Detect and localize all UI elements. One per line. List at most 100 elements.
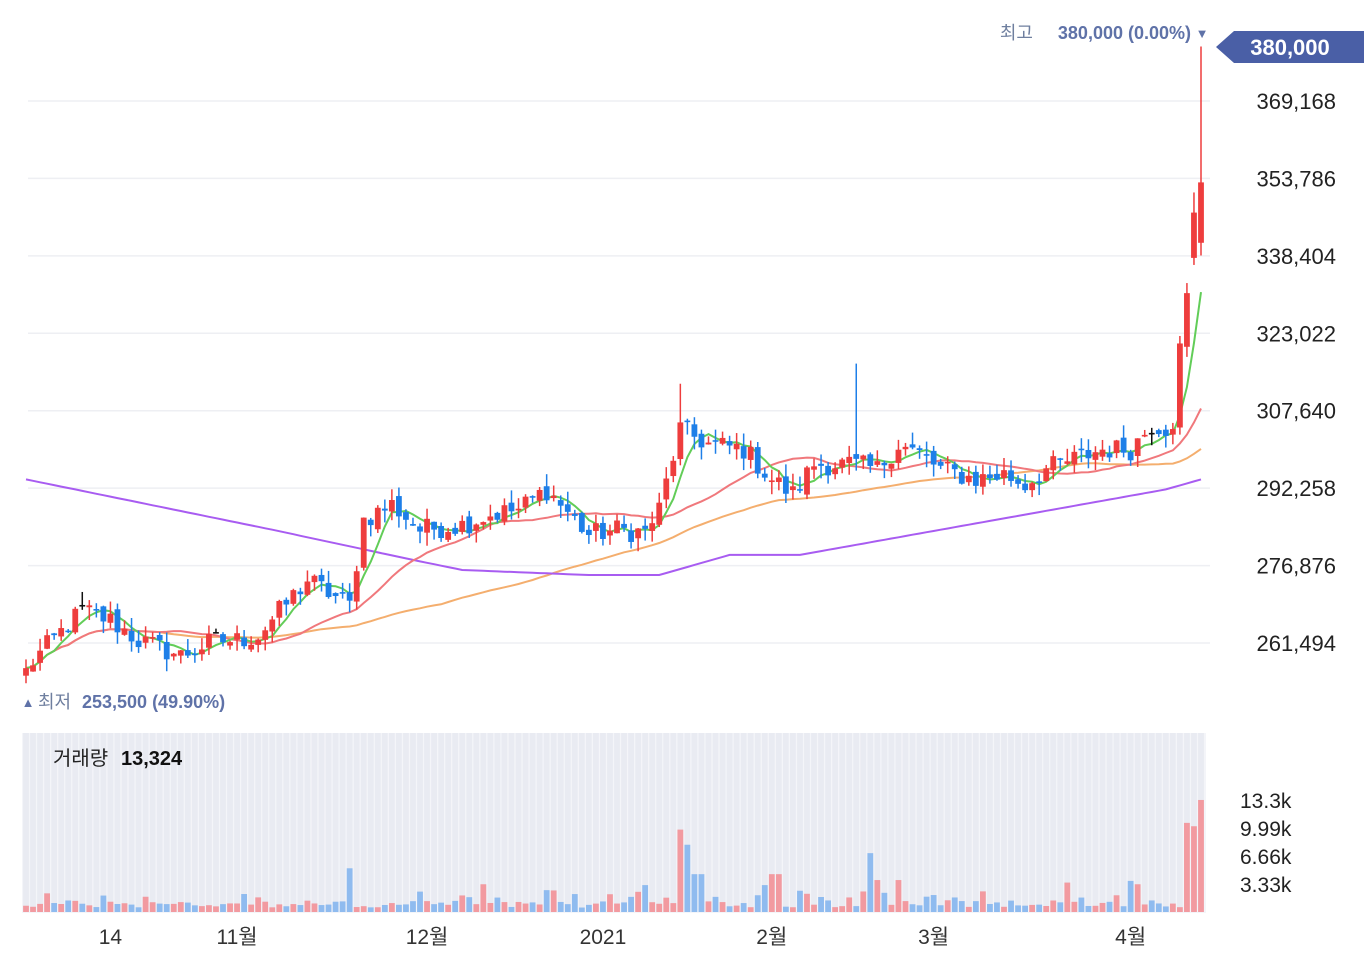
candle: [550, 485, 557, 502]
volume-bar: [825, 900, 831, 912]
candle: [325, 570, 332, 599]
volume-bar: [339, 901, 346, 912]
candle: [522, 494, 529, 514]
price-tick-label: 276,876: [1256, 554, 1336, 579]
volume-bar: [445, 904, 452, 912]
volume-bar: [797, 890, 803, 912]
volume-bar: [994, 902, 1000, 912]
volume-bar: [628, 896, 634, 912]
x-tick-label: 2월: [756, 926, 787, 949]
candle: [782, 464, 789, 504]
x-tick-label: 14: [99, 926, 123, 949]
candle: [607, 524, 613, 545]
volume-bar: [156, 903, 163, 912]
candle: [339, 582, 346, 599]
candle: [768, 469, 775, 495]
volume-bar: [958, 901, 965, 912]
volume-bar: [635, 891, 642, 912]
candle: [571, 509, 578, 521]
candle: [635, 528, 642, 552]
high-marker-label: 최고: [1000, 23, 1033, 43]
candle: [1036, 473, 1043, 496]
candle: [916, 445, 923, 459]
candle: [677, 383, 684, 466]
x-axis[interactable]: 14 11월 12월 2021 2월 3월 4월: [99, 926, 1146, 949]
volume-bar: [782, 906, 789, 912]
volume-bar: [951, 897, 958, 912]
candle: [508, 490, 515, 520]
x-tick-label: 3월: [918, 926, 949, 949]
volume-bar: [128, 904, 135, 912]
candle: [726, 435, 733, 455]
candle: [593, 514, 599, 542]
volume-bar: [529, 902, 536, 912]
candle: [761, 468, 768, 482]
high-marker-value: 380,000 (0.00%): [1058, 23, 1191, 43]
candle: [79, 591, 86, 610]
candle: [656, 492, 663, 528]
candle: [473, 523, 480, 543]
volume-axis: 13.3k 9.99k 6.66k 3.33k: [1240, 790, 1292, 897]
high-marker-arrow: ▼: [1196, 26, 1209, 41]
candle: [515, 498, 522, 519]
candle: [93, 603, 100, 618]
candle: [466, 510, 473, 538]
candle: [663, 467, 670, 509]
volume-bar: [839, 906, 846, 912]
x-tick-label: 12월: [406, 926, 449, 949]
volume-bar: [37, 903, 43, 912]
volume-bar: [1078, 897, 1085, 912]
volume-bar: [832, 907, 839, 912]
volume-bar: [754, 895, 761, 912]
volume-bar: [403, 904, 409, 912]
volume-bar: [515, 901, 522, 912]
candle: [149, 632, 156, 643]
candle: [184, 639, 191, 658]
candle: [135, 630, 142, 653]
volume-bar: [480, 884, 487, 912]
candle: [902, 442, 909, 456]
candle: [100, 605, 107, 634]
candle: [417, 523, 423, 544]
volume-bar: [775, 874, 782, 912]
high-marker: 최고 380,000 (0.00%) ▼: [1000, 23, 1209, 43]
candle: [206, 625, 212, 655]
volume-bar: [1191, 826, 1197, 912]
candle: [888, 463, 895, 478]
candle: [1148, 427, 1155, 446]
volume-bar: [670, 903, 677, 912]
candle: [1022, 473, 1029, 493]
volume-bar: [65, 900, 72, 912]
volume-bar: [1184, 822, 1190, 912]
volume-bar: [909, 904, 916, 912]
candle: [360, 517, 367, 571]
volume-bar: [818, 897, 824, 912]
volume-bar: [417, 891, 423, 912]
price-tick-label: 369,168: [1256, 89, 1336, 114]
candle: [311, 574, 318, 591]
volume-bar: [1148, 900, 1155, 912]
volume-bar: [1198, 799, 1204, 912]
volume-bar: [1120, 906, 1127, 912]
low-marker-label: 최저: [38, 692, 71, 712]
candle: [30, 658, 36, 672]
volume-tick-label: 9.99k: [1240, 818, 1292, 841]
volume-bar: [642, 885, 649, 912]
candle: [846, 445, 853, 475]
volume-bars: [23, 799, 1204, 912]
low-marker-arrow: ▲: [22, 695, 35, 710]
volume-bar: [1043, 905, 1050, 912]
candle: [262, 626, 269, 651]
volume-bar: [607, 894, 613, 912]
volume-bar: [438, 902, 445, 912]
volume-bar: [93, 907, 100, 912]
candle: [1169, 422, 1176, 445]
candle: [290, 588, 297, 606]
volume-bar: [255, 897, 262, 912]
candle: [564, 491, 571, 522]
ma120-line: [25, 478, 1202, 576]
volume-current: 13,324: [121, 748, 183, 770]
volume-bar: [100, 895, 107, 912]
volume-bar: [698, 874, 705, 912]
